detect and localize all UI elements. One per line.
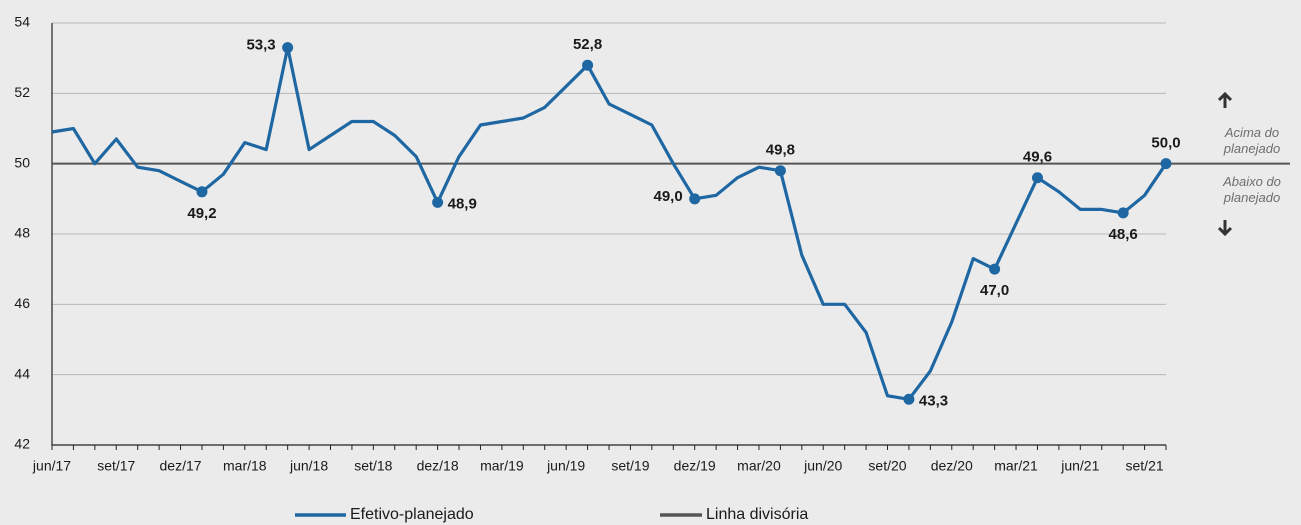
data-point	[1031, 172, 1043, 184]
annotation: Acima do	[1224, 125, 1279, 140]
arrow-down	[1217, 220, 1233, 237]
arrow-up	[1217, 91, 1233, 108]
value-label: 49,2	[187, 205, 216, 222]
y-tick-label: 46	[14, 295, 30, 311]
value-label: 48,9	[448, 195, 477, 212]
x-tick-label: mar/18	[223, 458, 267, 474]
value-label: 49,6	[1023, 149, 1052, 166]
annotation: Abaixo do	[1222, 174, 1281, 189]
y-tick-label: 44	[14, 365, 30, 381]
x-tick-label: jun/18	[289, 458, 328, 474]
legend-label: Efetivo-planejado	[350, 506, 474, 523]
data-point	[432, 196, 444, 208]
y-tick-label: 42	[14, 436, 30, 452]
value-label: 53,3	[246, 37, 275, 54]
x-tick-label: mar/19	[480, 458, 524, 474]
y-tick-label: 54	[14, 14, 30, 30]
x-tick-label: mar/20	[737, 458, 781, 474]
x-tick-label: dez/17	[160, 458, 202, 474]
value-label: 48,6	[1109, 226, 1138, 243]
data-line	[51, 46, 1168, 401]
annotation: planejado	[1223, 141, 1280, 156]
data-point	[689, 193, 701, 205]
x-tick-label: jun/20	[803, 458, 842, 474]
y-tick-label: 52	[14, 84, 30, 100]
data-point	[582, 59, 594, 71]
x-tick-label: set/17	[97, 458, 135, 474]
data-point	[1117, 207, 1129, 219]
value-label: 47,0	[980, 282, 1009, 299]
data-point	[989, 263, 1001, 275]
x-tick-label: jun/17	[32, 458, 71, 474]
x-tick-label: dez/18	[417, 458, 459, 474]
value-label: 49,8	[766, 142, 795, 159]
y-tick-label: 50	[14, 154, 30, 170]
x-tick-label: set/20	[868, 458, 906, 474]
x-tick-label: set/19	[611, 458, 649, 474]
data-point	[1160, 158, 1172, 170]
legend-label: Linha divisória	[706, 506, 808, 523]
value-label: 43,3	[919, 392, 948, 409]
data-point	[196, 186, 208, 198]
value-label: 50,0	[1151, 135, 1180, 152]
data-point	[903, 393, 915, 405]
x-tick-label: dez/20	[931, 458, 973, 474]
value-label: 49,0	[653, 188, 682, 205]
y-tick-label: 48	[14, 225, 30, 241]
x-tick-label: dez/19	[674, 458, 716, 474]
data-point	[282, 42, 294, 54]
x-tick-label: jun/19	[546, 458, 585, 474]
x-tick-label: jun/21	[1060, 458, 1099, 474]
x-tick-label: set/21	[1126, 458, 1164, 474]
x-tick-label: set/18	[354, 458, 392, 474]
data-point	[774, 165, 786, 177]
annotation: planejado	[1223, 190, 1280, 205]
value-label: 52,8	[573, 36, 602, 53]
x-tick-label: mar/21	[994, 458, 1038, 474]
